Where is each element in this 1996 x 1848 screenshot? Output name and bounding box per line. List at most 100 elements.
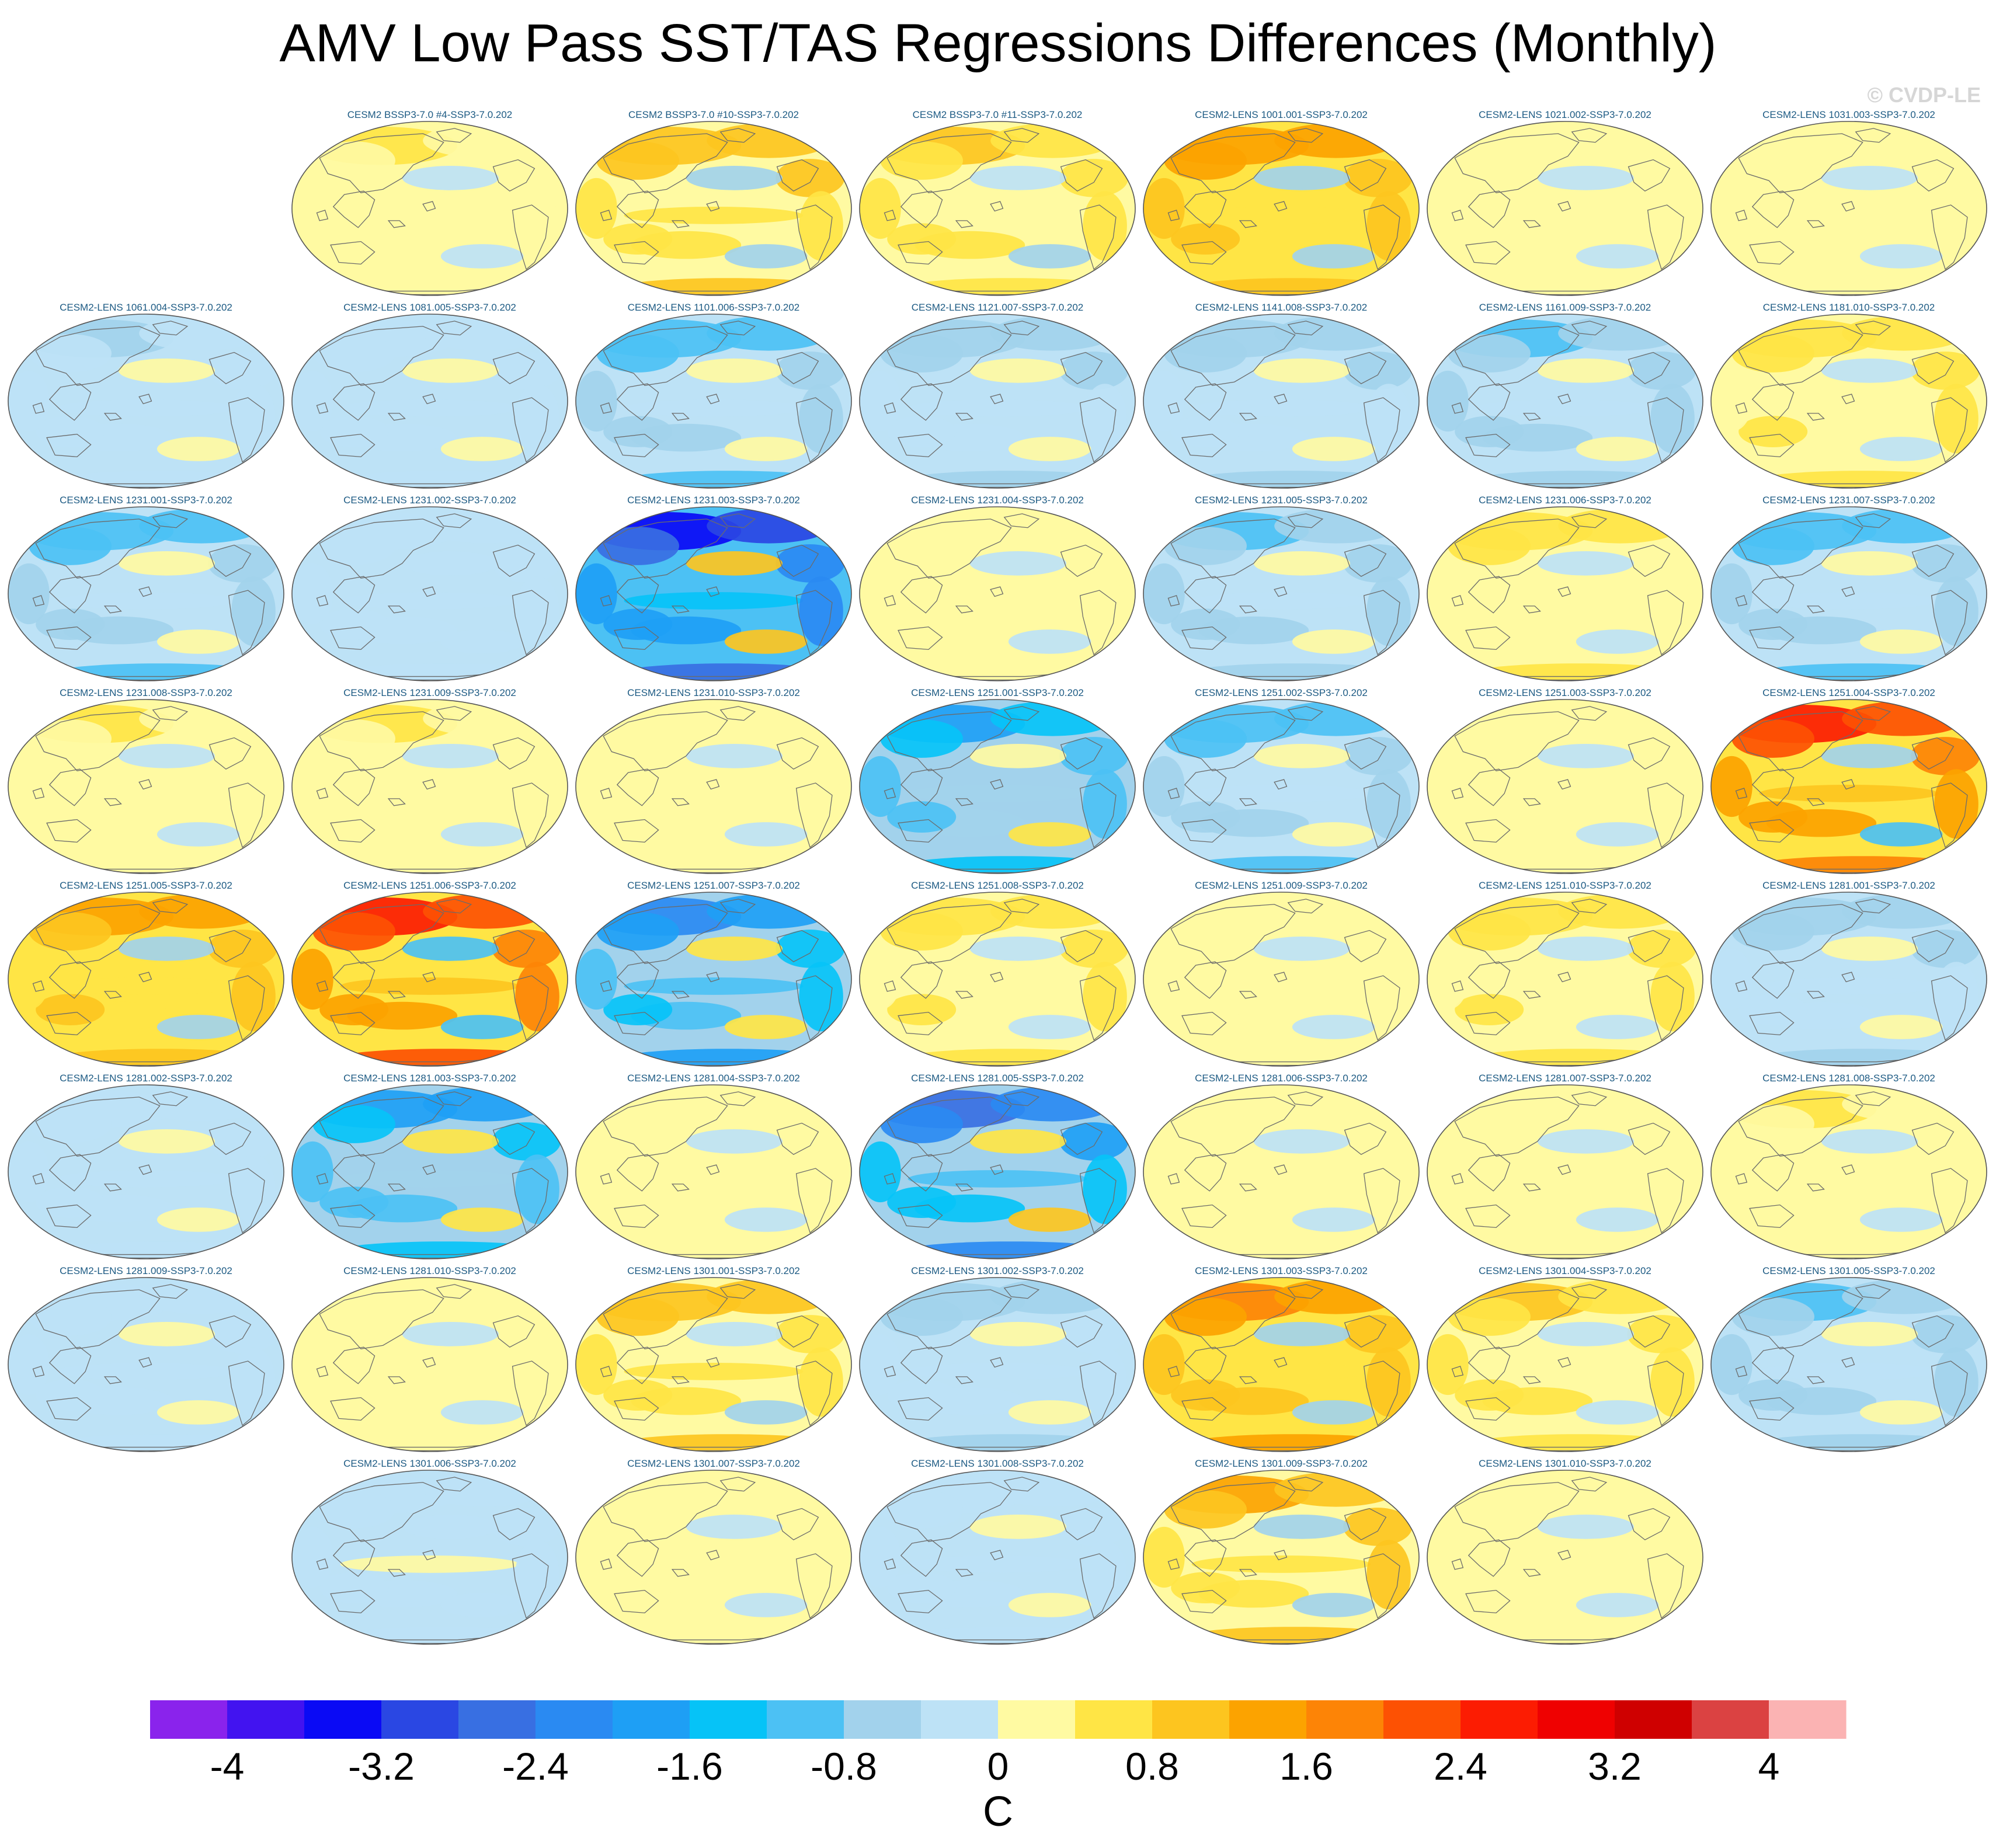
coastline [600,1366,611,1377]
coastline [603,134,727,193]
anomaly-region [576,1141,617,1203]
anomaly-region [440,1207,524,1232]
map-panel-title: CESM2-LENS 1281.008-SSP3-7.0.202 [1762,1073,1935,1084]
coastline [1842,972,1854,982]
anomaly-region [515,1154,559,1224]
anomaly-region [799,576,843,646]
anomaly-region [799,191,843,261]
anomaly-region [515,1347,559,1417]
coastline [1004,321,1039,335]
coastline [614,242,659,265]
coastline [36,1290,159,1349]
coastline [617,1347,659,1384]
anomaly-region [36,1379,105,1411]
anomaly-region [36,994,105,1025]
coastline [153,899,187,913]
coastline [317,1174,328,1184]
coastline [1080,590,1116,655]
map-outline [1710,1084,1987,1259]
anomaly-region [208,930,277,968]
anomaly-region [1711,1334,1752,1395]
anomaly-region [1576,1400,1659,1425]
coastline [614,1012,659,1035]
anomaly-region [1650,384,1695,454]
map-panel-title: CESM2-LENS 1281.003-SSP3-7.0.202 [343,1073,516,1084]
map-panel-title: CESM2-LENS 1301.004-SSP3-7.0.202 [1479,1265,1651,1276]
coastline [990,1358,1003,1367]
coastline [1648,1554,1684,1618]
map-panel-title: CESM2-LENS 1251.005-SSP3-7.0.202 [60,880,232,891]
coastline [1345,1123,1386,1155]
coastline [1738,326,1862,385]
coastline [777,931,819,962]
coastline [319,1290,443,1349]
coastline [1842,201,1854,211]
coastline [1750,1205,1794,1228]
anomaly-region [596,1490,679,1529]
map-panel: CESM2-LENS 1001.001-SSP3-7.0.202 [1143,109,1420,296]
anomaly-region [340,1363,520,1380]
colorbar-tick-label: 4 [1758,1745,1780,1788]
anomaly-region [1475,399,1655,417]
coastline [423,1165,435,1174]
coastline [1572,707,1606,721]
coastline [1524,221,1540,228]
coastline [1752,962,1794,998]
anomaly-region [1821,551,1918,576]
anomaly-region [312,719,395,758]
coastline [797,1361,832,1425]
anomaly-region [1934,962,1978,1032]
coastline [1240,413,1256,420]
anomaly-region [1537,936,1634,961]
map-outline [8,1084,284,1259]
coastline [437,899,471,913]
anomaly-region [1934,576,1978,646]
coastline [139,394,151,403]
map-outline [8,506,284,681]
colorbar-swatch [150,1700,228,1739]
anomaly-region [907,1363,1087,1380]
coastline [1240,1184,1256,1191]
anomaly-region [29,719,112,758]
anomaly-region [1083,962,1127,1032]
anomaly-region [1650,1154,1695,1224]
colorbar-tick-label: -2.4 [502,1745,569,1788]
anomaly-region [118,1129,215,1154]
coastline [1080,783,1116,847]
anomaly-region [1164,141,1247,180]
coastline [603,904,727,963]
map-panel: CESM2 BSSP3-7.0 #10-SSP3-7.0.202 [575,109,852,296]
coastline [1061,353,1103,384]
coastline [672,221,688,228]
anomaly-region [1059,1508,1129,1546]
coastline [1345,545,1386,577]
coastline [1807,799,1824,806]
coastline [617,769,659,806]
anomaly-region [1171,416,1240,447]
anomaly-region [1911,737,1980,775]
coastline [1455,1097,1578,1156]
anomaly-region [340,207,520,224]
map-panel-title: CESM2-LENS 1301.001-SSP3-7.0.202 [627,1265,800,1276]
coastline [1524,991,1540,998]
anomaly-region [1343,1508,1413,1546]
anomaly-region [1711,370,1752,432]
coastline [1185,576,1226,613]
map-panel-title: CESM2-LENS 1061.004-SSP3-7.0.202 [60,302,232,313]
coastline [1750,1398,1794,1421]
anomaly-region [907,1555,1087,1573]
coastline [672,991,688,998]
coastline [1168,210,1179,221]
coastline [777,738,819,770]
anomaly-region [492,159,561,197]
coastline [1345,353,1386,384]
anomaly-region [1911,159,1980,197]
map-outline [291,1470,568,1645]
coastline [331,242,375,265]
coastline [617,1540,659,1576]
anomaly-region [157,437,240,461]
coastline [1288,128,1323,142]
coastline [1345,738,1386,770]
coastline [1807,413,1824,420]
coastline [36,712,159,771]
